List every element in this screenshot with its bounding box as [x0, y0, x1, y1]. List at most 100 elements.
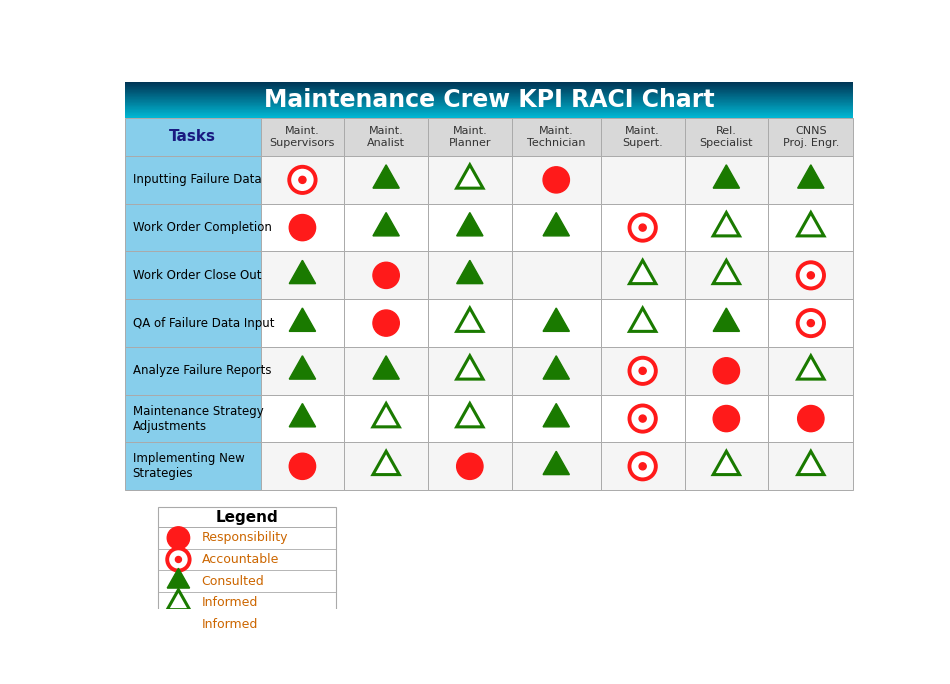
Text: Maint.
Analist: Maint. Analist: [367, 126, 405, 148]
Text: Inputting Failure Data: Inputting Failure Data: [133, 173, 261, 186]
Bar: [685, 347, 769, 395]
Text: Maint.
Technician: Maint. Technician: [527, 126, 585, 148]
Circle shape: [289, 453, 315, 479]
Circle shape: [167, 549, 190, 570]
Circle shape: [639, 415, 646, 422]
Bar: [260, 299, 344, 347]
Bar: [685, 118, 769, 156]
Text: Work Order Completion: Work Order Completion: [133, 221, 272, 234]
Bar: [260, 395, 344, 443]
Circle shape: [457, 453, 483, 479]
Text: Maintenance Strategy
Adjustments: Maintenance Strategy Adjustments: [133, 404, 263, 432]
Polygon shape: [373, 165, 399, 188]
Bar: [344, 156, 428, 204]
Circle shape: [808, 319, 814, 327]
Text: Informed: Informed: [201, 618, 258, 631]
Bar: [260, 118, 344, 156]
Bar: [685, 443, 769, 490]
Text: Rel.
Specialist: Rel. Specialist: [699, 126, 753, 148]
Bar: [125, 252, 260, 299]
Polygon shape: [373, 451, 399, 475]
Bar: [512, 443, 600, 490]
Bar: [769, 204, 853, 252]
Bar: [769, 118, 853, 156]
Bar: [685, 395, 769, 443]
Bar: [158, 507, 335, 635]
Bar: [600, 299, 685, 347]
Bar: [769, 443, 853, 490]
Bar: [344, 118, 428, 156]
Bar: [685, 204, 769, 252]
Bar: [260, 204, 344, 252]
Polygon shape: [373, 356, 399, 379]
Circle shape: [713, 358, 739, 384]
Text: Tasks: Tasks: [169, 129, 217, 144]
Polygon shape: [457, 165, 483, 188]
Bar: [512, 156, 600, 204]
Polygon shape: [289, 356, 315, 379]
Circle shape: [798, 310, 824, 336]
Polygon shape: [167, 590, 190, 609]
Circle shape: [289, 167, 315, 193]
Bar: [512, 252, 600, 299]
Text: Maint.
Supervisors: Maint. Supervisors: [270, 126, 335, 148]
Bar: [260, 156, 344, 204]
Polygon shape: [543, 308, 569, 331]
Text: Maint.
Planner: Maint. Planner: [448, 126, 491, 148]
Bar: [260, 252, 344, 299]
Circle shape: [808, 272, 814, 279]
Text: Responsibility: Responsibility: [201, 531, 288, 544]
Text: Informed: Informed: [201, 596, 258, 609]
Circle shape: [167, 527, 190, 549]
Bar: [512, 204, 600, 252]
Bar: [125, 156, 260, 204]
Bar: [260, 347, 344, 395]
Bar: [512, 118, 600, 156]
Polygon shape: [457, 356, 483, 379]
Bar: [428, 204, 512, 252]
Bar: [600, 347, 685, 395]
Bar: [428, 252, 512, 299]
Polygon shape: [289, 404, 315, 427]
Circle shape: [639, 463, 646, 470]
Bar: [125, 347, 260, 395]
Circle shape: [176, 557, 181, 562]
Circle shape: [798, 406, 824, 432]
Polygon shape: [543, 451, 569, 475]
Bar: [685, 252, 769, 299]
Polygon shape: [630, 308, 655, 331]
Polygon shape: [543, 213, 569, 236]
Bar: [512, 395, 600, 443]
Polygon shape: [167, 568, 190, 588]
Polygon shape: [798, 356, 824, 379]
Bar: [769, 347, 853, 395]
Bar: [600, 443, 685, 490]
Circle shape: [713, 406, 739, 432]
Circle shape: [630, 453, 655, 479]
Bar: [428, 299, 512, 347]
Bar: [125, 395, 260, 443]
Text: Consulted: Consulted: [201, 575, 264, 588]
Bar: [260, 443, 344, 490]
Circle shape: [373, 310, 399, 336]
Text: Maintenance Crew KPI RACI Chart: Maintenance Crew KPI RACI Chart: [264, 88, 714, 111]
Bar: [125, 204, 260, 252]
Polygon shape: [713, 213, 739, 236]
Polygon shape: [457, 308, 483, 331]
Text: Analyze Failure Reports: Analyze Failure Reports: [133, 365, 271, 378]
Text: CNNS
Proj. Engr.: CNNS Proj. Engr.: [783, 126, 839, 148]
Bar: [600, 204, 685, 252]
Polygon shape: [457, 261, 483, 284]
Bar: [769, 395, 853, 443]
Polygon shape: [798, 165, 824, 188]
Bar: [685, 156, 769, 204]
Polygon shape: [713, 308, 739, 331]
Circle shape: [639, 367, 646, 374]
Circle shape: [630, 215, 655, 241]
Bar: [344, 443, 428, 490]
Bar: [685, 299, 769, 347]
Polygon shape: [289, 308, 315, 331]
Bar: [769, 299, 853, 347]
Text: QA of Failure Data Input: QA of Failure Data Input: [133, 317, 275, 330]
Polygon shape: [373, 404, 399, 427]
